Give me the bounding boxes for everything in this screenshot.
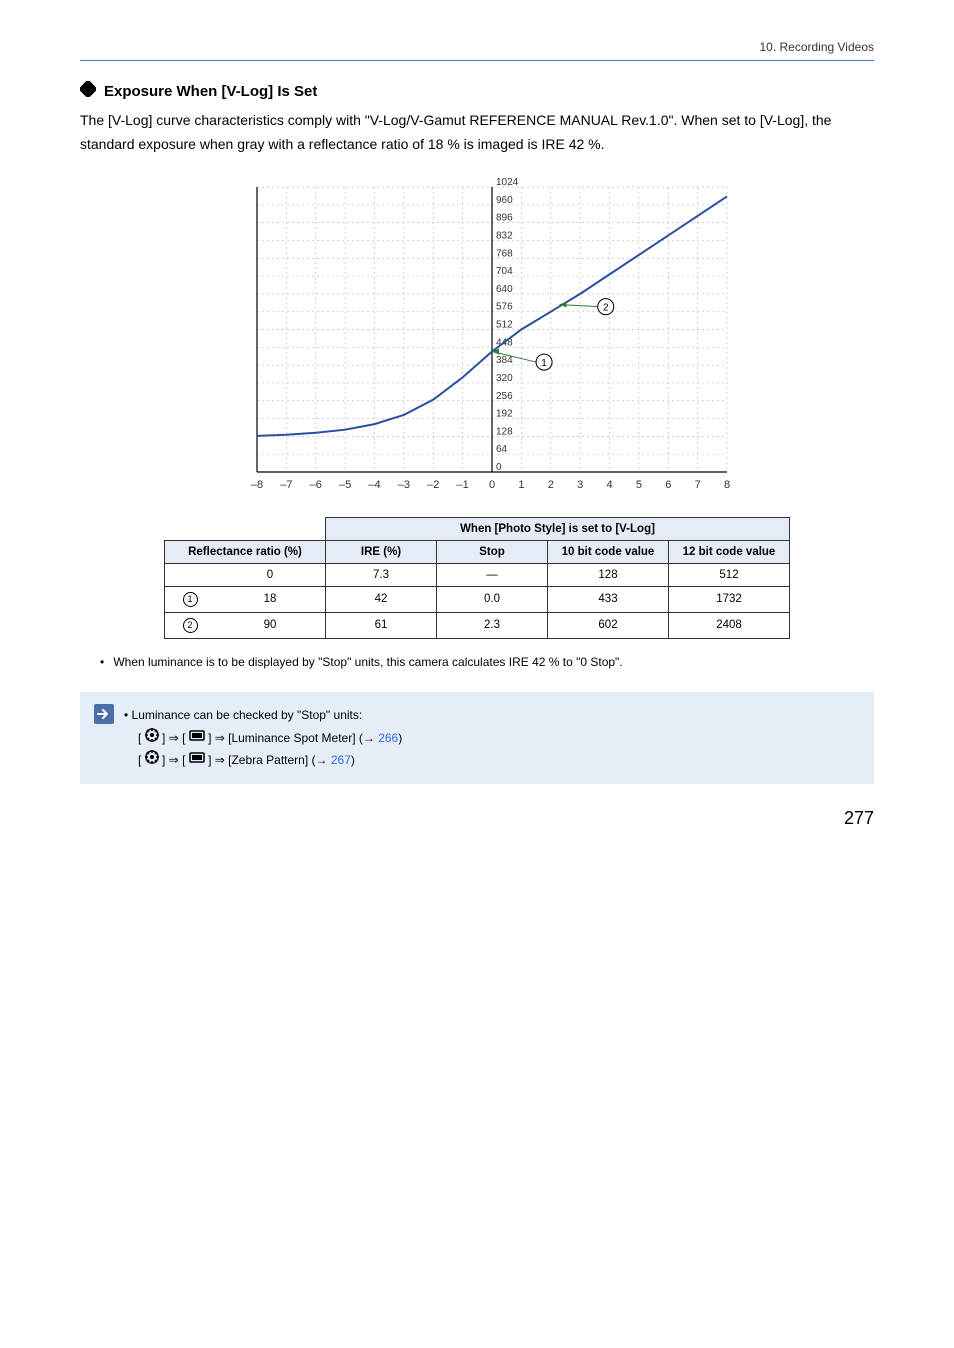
svg-text:–1: –1 — [457, 479, 469, 491]
table-row: 290612.36022408 — [165, 612, 790, 638]
svg-text:–7: –7 — [280, 479, 292, 491]
table-header-span: When [Photo Style] is set to [V-Log] — [326, 517, 790, 540]
svg-text:512: 512 — [496, 319, 513, 330]
svg-text:1: 1 — [541, 358, 547, 369]
diamond-icon — [80, 81, 96, 101]
col-10bit: 10 bit code value — [548, 540, 669, 563]
svg-text:768: 768 — [496, 248, 513, 259]
arrow-right-icon — [94, 713, 114, 727]
svg-text:–2: –2 — [427, 479, 439, 491]
svg-text:256: 256 — [496, 390, 513, 401]
svg-text:2: 2 — [548, 479, 554, 491]
page-number: 277 — [80, 808, 874, 829]
svg-text:960: 960 — [496, 194, 513, 205]
svg-text:640: 640 — [496, 283, 513, 294]
section-title-text: Exposure When [V-Log] Is Set — [104, 83, 317, 100]
svg-text:320: 320 — [496, 373, 513, 384]
tip-line1: Luminance can be checked by "Stop" units… — [132, 708, 363, 722]
svg-text:192: 192 — [496, 408, 513, 419]
svg-text:3: 3 — [577, 479, 583, 491]
svg-text:1: 1 — [518, 479, 524, 491]
svg-text:64: 64 — [496, 444, 508, 455]
tip-box: • Luminance can be checked by "Stop" uni… — [80, 692, 874, 784]
section-body: The [V-Log] curve characteristics comply… — [80, 109, 874, 157]
svg-text:7: 7 — [695, 479, 701, 491]
section-heading: Exposure When [V-Log] Is Set — [80, 81, 874, 101]
tip-item1-label: [Luminance Spot Meter] ( — [228, 731, 363, 745]
col-reflectance: Reflectance ratio (%) — [165, 540, 326, 563]
svg-text:4: 4 — [606, 479, 612, 491]
svg-text:–4: –4 — [368, 479, 380, 491]
svg-text:0: 0 — [496, 462, 502, 473]
svg-text:384: 384 — [496, 355, 513, 366]
monitor-icon — [189, 753, 205, 767]
col-stop: Stop — [437, 540, 548, 563]
svg-text:896: 896 — [496, 212, 513, 223]
svg-text:–6: –6 — [310, 479, 322, 491]
monitor-icon — [189, 731, 205, 745]
vlog-chart: 0641281922563203844485125766407047688328… — [80, 177, 874, 497]
gear-icon — [145, 753, 159, 767]
svg-text:704: 704 — [496, 266, 513, 277]
svg-text:0: 0 — [489, 479, 495, 491]
svg-text:–8: –8 — [251, 479, 263, 491]
col-12bit: 12 bit code value — [669, 540, 790, 563]
tip-item2-label: [Zebra Pattern] ( — [228, 753, 315, 767]
svg-text:832: 832 — [496, 230, 513, 241]
table-row: 07.3—128512 — [165, 563, 790, 586]
svg-text:5: 5 — [636, 479, 642, 491]
svg-text:1024: 1024 — [496, 177, 519, 188]
svg-text:–5: –5 — [339, 479, 351, 491]
svg-text:576: 576 — [496, 301, 513, 312]
table-row: 118420.04331732 — [165, 586, 790, 612]
svg-text:8: 8 — [724, 479, 730, 491]
vlog-table: When [Photo Style] is set to [V-Log] Ref… — [164, 517, 790, 639]
link-267[interactable]: 267 — [331, 753, 351, 767]
breadcrumb: 10. Recording Videos — [80, 40, 874, 61]
gear-icon — [145, 731, 159, 745]
svg-text:2: 2 — [603, 302, 609, 313]
svg-text:–3: –3 — [398, 479, 410, 491]
link-266[interactable]: 266 — [378, 731, 398, 745]
footnote: • When luminance is to be displayed by "… — [100, 653, 854, 672]
footnote-text: When luminance is to be displayed by "St… — [113, 655, 622, 669]
svg-text:6: 6 — [665, 479, 671, 491]
col-ire: IRE (%) — [326, 540, 437, 563]
svg-text:128: 128 — [496, 426, 513, 437]
